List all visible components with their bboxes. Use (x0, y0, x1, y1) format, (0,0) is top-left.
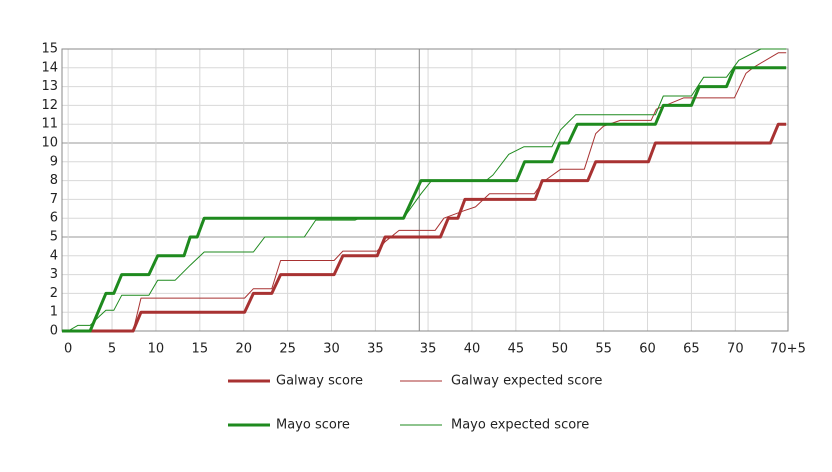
legend-label: Mayo score (276, 418, 350, 433)
x-tick-label: 70 (727, 342, 744, 357)
x-tick-label: 30 (323, 342, 340, 357)
legend-label: Galway score (276, 374, 363, 389)
x-tick-label: 50 (551, 342, 568, 357)
y-tick-label: 5 (50, 230, 58, 245)
y-tick-label: 9 (50, 154, 58, 169)
x-tick-label: 15 (192, 342, 209, 357)
x-tick-label: 10 (148, 342, 165, 357)
legend-label: Galway expected score (451, 374, 602, 389)
y-tick-label: 8 (50, 173, 58, 188)
x-tick-label: 20 (235, 342, 252, 357)
x-tick-label: 0 (64, 342, 72, 357)
y-tick-label: 6 (50, 211, 58, 226)
x-tick-label: 35 (367, 342, 384, 357)
y-tick-label: 10 (41, 136, 58, 151)
y-tick-label: 11 (41, 117, 58, 132)
series-line (62, 122, 787, 333)
x-tick-label: 65 (683, 342, 700, 357)
series-line (62, 52, 787, 332)
legend-label: Mayo expected score (451, 418, 589, 433)
x-tick-label: 5 (108, 342, 116, 357)
y-tick-label: 15 (41, 42, 58, 57)
y-tick-label: 2 (50, 286, 58, 301)
x-tick-label: 35 (420, 342, 437, 357)
x-tick-label: 25 (279, 342, 296, 357)
y-tick-label: 14 (41, 60, 58, 75)
y-tick-label: 1 (50, 305, 58, 320)
x-tick-label: 60 (639, 342, 656, 357)
x-tick-label: 40 (464, 342, 481, 357)
plot-frame (61, 48, 789, 332)
series-line (62, 48, 787, 332)
x-tick-label: 55 (595, 342, 612, 357)
y-tick-label: 3 (50, 267, 58, 282)
y-tick-label: 13 (41, 79, 58, 94)
y-tick-label: 0 (50, 324, 58, 339)
x-tick-label: 45 (508, 342, 525, 357)
y-tick-label: 12 (41, 98, 58, 113)
y-tick-label: 7 (50, 192, 58, 207)
x-tick-label: 70+5 (770, 342, 806, 357)
y-tick-label: 4 (50, 248, 58, 263)
